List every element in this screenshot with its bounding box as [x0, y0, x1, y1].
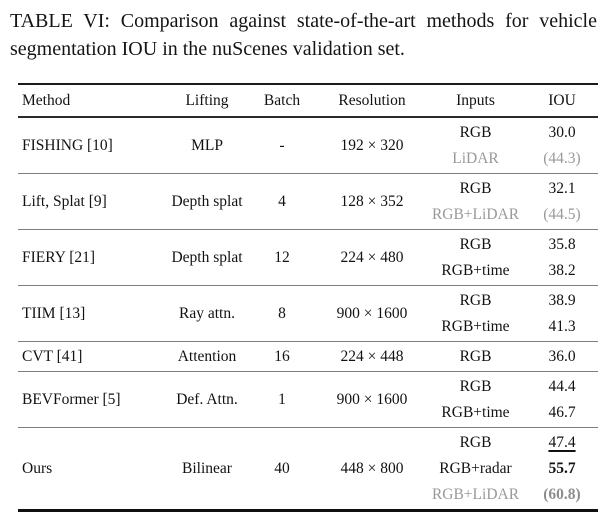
input-iou-subrow: RGB+time 46.7 — [425, 400, 598, 426]
header-batch: Batch — [263, 91, 301, 109]
input-value: RGB — [459, 291, 492, 309]
method-cell: CVT [41] — [22, 347, 83, 365]
method-cell: FISHING [10] — [22, 136, 113, 154]
lifting-cell: Def. Attn. — [176, 390, 238, 408]
method-cell: BEVFormer [5] — [22, 390, 121, 408]
inputs-iou-cell: RGB 47.4 RGB+radar 55.7 RGB+LiDAR (60.8) — [425, 430, 598, 508]
table-row: FISHING [10] MLP - 192 × 320 RGB 30.0 Li… — [18, 118, 598, 174]
iou-value: 44.4 — [548, 377, 576, 395]
iou-value: 35.8 — [548, 235, 576, 253]
iou-value: 38.9 — [548, 291, 576, 309]
resolution-cell: 900 × 1600 — [336, 304, 408, 322]
input-iou-subrow: RGB 36.0 — [425, 344, 598, 370]
best-iou: 55.7 — [548, 459, 576, 477]
iou-value: 41.3 — [548, 317, 576, 335]
input-iou-subrow: RGB 44.4 — [425, 374, 598, 400]
input-iou-subrow: LiDAR (44.3) — [425, 146, 598, 172]
inputs-iou-cell: RGB 38.9 RGB+time 41.3 — [425, 288, 598, 340]
comparison-table: Method Lifting Batch Resolution Inputs I… — [18, 83, 598, 512]
table-row: CVT [41] Attention 16 224 × 448 RGB 36.0 — [18, 342, 598, 372]
batch-cell: 4 — [278, 192, 286, 210]
lifting-cell: Attention — [177, 347, 237, 365]
batch-cell: 16 — [274, 347, 290, 365]
header-resolution: Resolution — [338, 91, 406, 109]
lifting-cell: Ray attn. — [179, 304, 235, 322]
header-lifting: Lifting — [185, 91, 229, 109]
iou-value: 30.0 — [548, 123, 576, 141]
input-value: RGB+radar — [439, 459, 512, 477]
header-inputs-iou: Inputs IOU — [425, 88, 598, 114]
resolution-cell: 128 × 352 — [340, 192, 404, 210]
resolution-cell: 448 × 800 — [340, 459, 404, 477]
input-value: RGB+time — [441, 261, 510, 279]
iou-value: 32.1 — [548, 179, 576, 197]
input-iou-subrow: RGB+LiDAR (60.8) — [425, 482, 598, 508]
input-iou-subrow: RGB 47.4 — [425, 430, 598, 456]
table-row: TIIM [13] Ray attn. 8 900 × 1600 RGB 38.… — [18, 286, 598, 342]
input-iou-subrow: RGB 32.1 — [425, 176, 598, 202]
iou-value: 46.7 — [548, 403, 576, 421]
iou-value: 36.0 — [548, 347, 576, 365]
input-iou-subrow: RGB+time 38.2 — [425, 258, 598, 284]
iou-value: 47.4 — [526, 430, 598, 456]
batch-cell: 8 — [278, 304, 286, 322]
input-iou-subrow: RGB 38.9 — [425, 288, 598, 314]
input-value: RGB — [459, 235, 492, 253]
inputs-iou-cell: RGB 30.0 LiDAR (44.3) — [425, 120, 598, 172]
input-value: RGB — [459, 433, 492, 451]
table-caption: TABLE VI: Comparison against state-of-th… — [10, 10, 597, 60]
input-value: RGB+time — [441, 403, 510, 421]
input-value: LiDAR — [452, 149, 499, 167]
header-iou: IOU — [548, 91, 576, 109]
input-value: RGB — [459, 347, 492, 365]
batch-cell: - — [279, 136, 285, 154]
inputs-iou-cell: RGB 36.0 — [425, 344, 598, 370]
table-row: Ours Bilinear 40 448 × 800 RGB 47.4 RGB+… — [18, 428, 598, 509]
table-row: Lift, Splat [9] Depth splat 4 128 × 352 … — [18, 174, 598, 230]
header-method: Method — [22, 91, 71, 109]
inputs-iou-cell: RGB 44.4 RGB+time 46.7 — [425, 374, 598, 426]
input-iou-subrow: RGB+radar 55.7 — [425, 456, 598, 482]
method-cell: Lift, Splat [9] — [22, 192, 107, 210]
header-inputs-iou-sub: Inputs IOU — [425, 88, 598, 114]
table-header-row: Method Lifting Batch Resolution Inputs I… — [18, 85, 598, 118]
input-iou-subrow: RGB 30.0 — [425, 120, 598, 146]
table-row: BEVFormer [5] Def. Attn. 1 900 × 1600 RG… — [18, 372, 598, 428]
iou-value: 38.2 — [548, 261, 576, 279]
resolution-cell: 192 × 320 — [340, 136, 404, 154]
method-cell: Ours — [22, 459, 53, 477]
header-inputs: Inputs — [456, 91, 495, 109]
table-row: FIERY [21] Depth splat 12 224 × 480 RGB … — [18, 230, 598, 286]
inputs-iou-cell: RGB 35.8 RGB+time 38.2 — [425, 232, 598, 284]
inputs-iou-cell: RGB 32.1 RGB+LiDAR (44.5) — [425, 176, 598, 228]
input-iou-subrow: RGB+LiDAR (44.5) — [425, 202, 598, 228]
iou-value: (44.3) — [543, 149, 581, 167]
iou-value: (44.5) — [543, 205, 581, 223]
batch-cell: 40 — [274, 459, 290, 477]
lifting-cell: Depth splat — [171, 192, 243, 210]
iou-value: (60.8) — [543, 485, 581, 503]
method-cell: TIIM [13] — [22, 304, 86, 322]
resolution-cell: 900 × 1600 — [336, 390, 408, 408]
lifting-cell: MLP — [191, 136, 223, 154]
resolution-cell: 224 × 480 — [340, 248, 404, 266]
lifting-cell: Bilinear — [182, 459, 232, 477]
lifting-cell: Depth splat — [171, 248, 243, 266]
input-value: RGB+LiDAR — [431, 485, 520, 503]
input-value: RGB — [459, 123, 492, 141]
input-value: RGB+time — [441, 317, 510, 335]
second-best-iou: 47.4 — [548, 433, 576, 451]
method-cell: FIERY [21] — [22, 248, 96, 266]
resolution-cell: 224 × 448 — [340, 347, 404, 365]
input-iou-subrow: RGB 35.8 — [425, 232, 598, 258]
input-value: RGB — [459, 377, 492, 395]
batch-cell: 1 — [278, 390, 286, 408]
input-value: RGB+LiDAR — [431, 205, 520, 223]
input-value: RGB — [459, 179, 492, 197]
input-iou-subrow: RGB+time 41.3 — [425, 314, 598, 340]
batch-cell: 12 — [274, 248, 290, 266]
